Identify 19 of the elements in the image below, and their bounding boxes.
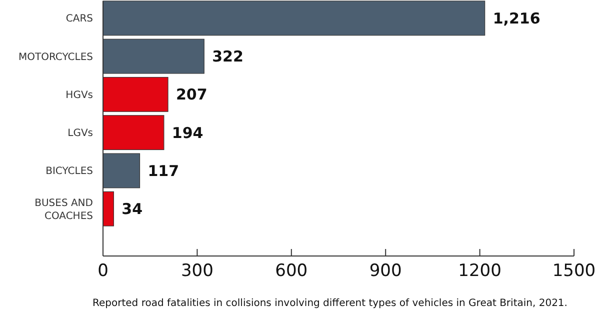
data-label: 117 <box>148 162 180 180</box>
x-tick-label: 600 <box>275 261 308 281</box>
y-tick-label: BUSES AND COACHES <box>34 198 94 222</box>
data-label: 207 <box>176 86 208 104</box>
data-label: 322 <box>212 48 244 66</box>
x-tick-label: 1200 <box>458 261 502 281</box>
y-tick-label: HGVs <box>66 90 93 101</box>
data-label: 34 <box>122 200 143 218</box>
x-tick-label: 900 <box>369 261 402 281</box>
y-tick-label: BICYCLES <box>46 166 93 178</box>
x-axis-title: Reported road fatalities in collisions involving different types of vehicles in Great Britain, 2021. <box>92 298 568 309</box>
x-tick-label: 0 <box>98 261 108 281</box>
x-tick-label: 300 <box>180 261 214 281</box>
y-tick-label: CARS <box>66 14 93 25</box>
data-label: 194 <box>172 124 204 142</box>
data-label: 1,216 <box>492 9 540 28</box>
y-tick-label: LGVs <box>68 128 93 140</box>
x-tick-label: 1500 <box>552 261 596 281</box>
y-tick-label: MOTORCYCLES <box>18 52 93 63</box>
